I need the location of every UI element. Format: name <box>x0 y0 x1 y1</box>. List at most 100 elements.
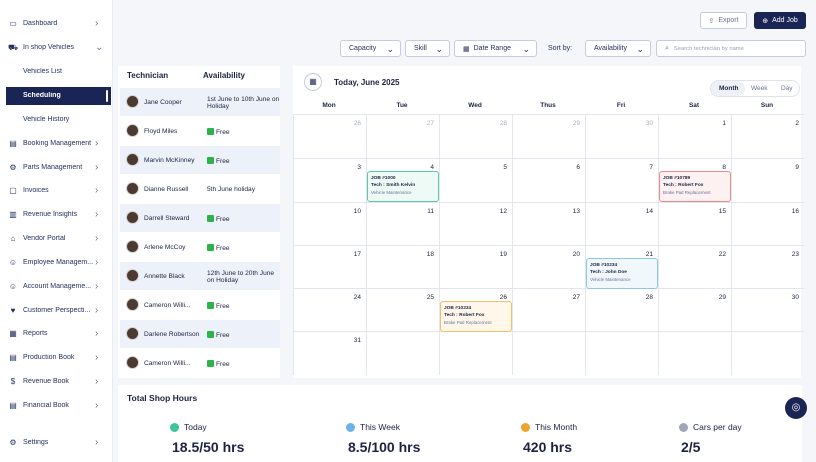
calendar-day-cell[interactable] <box>439 331 512 375</box>
job-card[interactable]: JOB #10234 Tech : Robert Fox Brake Pad Rep… <box>440 301 512 332</box>
free-status-icon <box>207 360 214 367</box>
calendar-day-cell[interactable]: 27 <box>512 288 585 332</box>
calendar-day-cell[interactable]: 4 <box>366 158 439 202</box>
stat-label: This Month <box>521 422 577 432</box>
sidebar-item-settings[interactable]: ⚙ Settings › <box>0 434 113 452</box>
technician-name: Annette Black <box>144 273 185 280</box>
sidebar-item-vehicles-list[interactable]: Vehicles List <box>0 63 113 81</box>
calendar-day-cell[interactable] <box>585 331 658 375</box>
calendar-day-cell[interactable]: 3 <box>293 158 366 202</box>
technician-row[interactable]: Marvin McKinney Free <box>120 146 280 174</box>
sidebar-item-label: Account Manageme... <box>23 283 92 290</box>
calendar-day-cell[interactable]: 21 <box>585 245 658 289</box>
technician-row[interactable]: Arlene McCoy Free <box>120 233 280 261</box>
calendar-day-cell[interactable]: 29 <box>512 114 585 158</box>
sidebar-item-customer-perspective[interactable]: ♥ Customer Perspecti... › <box>0 302 113 320</box>
calendar-day-cell[interactable]: 5 <box>439 158 512 202</box>
export-button[interactable]: ⇪ Export <box>700 12 747 29</box>
technician-row[interactable]: Cameron Willi... Free <box>120 349 280 377</box>
calendar-day-cell[interactable]: 27 <box>366 114 439 158</box>
calendar-day-cell[interactable]: 11 <box>366 202 439 246</box>
technician-availability: Free <box>207 215 281 223</box>
technician-row[interactable]: Darlene Robertson Free <box>120 320 280 348</box>
chevron-right-icon: › <box>95 328 99 339</box>
sidebar-item-reports[interactable]: ▦ Reports › <box>0 325 113 343</box>
job-card[interactable]: JOB #10789 Tech : Robert Fox Brake Pad Rep… <box>659 171 731 202</box>
calendar-day-cell[interactable]: 29 <box>658 288 731 332</box>
calendar-day-cell[interactable]: 9 <box>731 158 804 202</box>
calendar-day-cell[interactable]: 8 <box>658 158 731 202</box>
chat-icon[interactable]: ◎ <box>785 397 807 419</box>
calendar-day-cell[interactable]: 28 <box>585 288 658 332</box>
sidebar-item-production-book[interactable]: ▤ Production Book › <box>0 349 113 367</box>
date-range-dropdown[interactable]: ▦ Date Range ⌄ <box>454 40 537 57</box>
sidebar-item-employee-management[interactable]: ☺ Employee Managem... › <box>0 254 113 272</box>
capacity-dropdown[interactable]: Capacity ⌄ <box>340 40 401 57</box>
sidebar-item-account-management[interactable]: ☺ Account Manageme... › <box>0 278 113 296</box>
skill-dropdown[interactable]: Skill ⌄ <box>405 40 450 57</box>
sidebar-item-vehicle-history[interactable]: Vehicle History <box>0 111 113 129</box>
day-number: 2 <box>795 120 799 127</box>
calendar-day-cell[interactable]: 15 <box>658 202 731 246</box>
day-number: 13 <box>572 208 580 215</box>
sidebar-item-dashboard[interactable]: ▭ Dashboard › <box>0 15 113 33</box>
sidebar-item-vendor-portal[interactable]: ⌂ Vendor Portal › <box>0 230 113 248</box>
calendar-day-cell[interactable]: 10 <box>293 202 366 246</box>
day-number: 7 <box>649 164 653 171</box>
availability-dropdown[interactable]: Availability ⌄ <box>585 40 651 57</box>
calendar-day-cell[interactable]: 18 <box>366 245 439 289</box>
calendar-day-cell[interactable]: 7 <box>585 158 658 202</box>
calendar-day-cell[interactable]: 6 <box>512 158 585 202</box>
calendar-day-cell[interactable]: 22 <box>658 245 731 289</box>
sidebar-item-revenue-book[interactable]: $ Revenue Book › <box>0 373 113 391</box>
calendar-day-cell[interactable]: 13 <box>512 202 585 246</box>
chevron-down-icon: ⌄ <box>636 44 644 54</box>
calendar-day-cell[interactable]: 26 <box>439 288 512 332</box>
calendar-day-cell[interactable]: 17 <box>293 245 366 289</box>
calendar-day-cell[interactable]: 25 <box>366 288 439 332</box>
sidebar-item-scheduling[interactable]: Scheduling <box>6 87 111 105</box>
chevron-right-icon: › <box>95 138 99 149</box>
sidebar-item-booking-management[interactable]: ▤ Booking Management › <box>0 135 113 153</box>
calendar-day-cell[interactable] <box>731 331 804 375</box>
technician-row[interactable]: Floyd Miles Free <box>120 117 280 145</box>
view-month[interactable]: Month <box>719 85 739 92</box>
technician-row[interactable]: Jane Cooper 1st June to 10th June on Holi… <box>120 88 280 116</box>
calendar-day-cell[interactable]: 24 <box>293 288 366 332</box>
technician-row[interactable]: Annette Black 12th June to 20th June on H… <box>120 262 280 290</box>
job-card[interactable]: JOB #10234 Tech : John Doe Vehicle Mainten… <box>586 258 658 289</box>
sidebar-item-invoices[interactable]: ▢ Invoices › <box>0 182 113 200</box>
view-day[interactable]: Day <box>781 85 793 92</box>
calendar-day-cell[interactable]: 2 <box>731 114 804 158</box>
calendar-day-cell[interactable] <box>512 331 585 375</box>
calendar-day-cell[interactable]: 31 <box>293 331 366 375</box>
technician-row[interactable]: Cameron Willi... Free <box>120 291 280 319</box>
calendar-day-cell[interactable]: 26 <box>293 114 366 158</box>
calendar-day-cell[interactable] <box>658 331 731 375</box>
view-week[interactable]: Week <box>751 85 768 92</box>
search-input[interactable]: ⌕ Search technician by name <box>656 40 806 57</box>
technician-name: Arlene McCoy <box>144 244 186 251</box>
calendar-day-cell[interactable]: 20 <box>512 245 585 289</box>
calendar-icon[interactable]: ▦ <box>304 73 322 91</box>
technician-row[interactable]: Dianne Russell 5th June holiday <box>120 175 280 203</box>
availability-text: Free <box>216 216 230 223</box>
technician-row[interactable]: Darrell Steward Free <box>120 204 280 232</box>
sidebar-item-revenue-insights[interactable]: ▥ Revenue Insights › <box>0 206 113 224</box>
sidebar-item-parts-management[interactable]: ⚙ Parts Management › <box>0 159 113 177</box>
calendar-day-cell[interactable]: 28 <box>439 114 512 158</box>
calendar-day-cell[interactable]: 23 <box>731 245 804 289</box>
sidebar-item-financial-book[interactable]: ▤ Financial Book › <box>0 397 113 415</box>
calendar-day-cell[interactable]: 30 <box>585 114 658 158</box>
day-number: 21 <box>645 251 653 258</box>
calendar-day-cell[interactable]: 19 <box>439 245 512 289</box>
sidebar-item-in-shop-vehicles[interactable]: ⛟ In shop Vehicles ⌄ <box>0 39 113 57</box>
job-card[interactable]: JOB #1000 Tech : Smith Kelvin Vehicle Main… <box>367 171 439 202</box>
calendar-day-cell[interactable] <box>366 331 439 375</box>
add-job-button[interactable]: ⊕ Add Job <box>754 12 806 29</box>
calendar-day-cell[interactable]: 16 <box>731 202 804 246</box>
calendar-day-cell[interactable]: 30 <box>731 288 804 332</box>
calendar-day-cell[interactable]: 12 <box>439 202 512 246</box>
calendar-day-cell[interactable]: 14 <box>585 202 658 246</box>
calendar-day-cell[interactable]: 1 <box>658 114 731 158</box>
